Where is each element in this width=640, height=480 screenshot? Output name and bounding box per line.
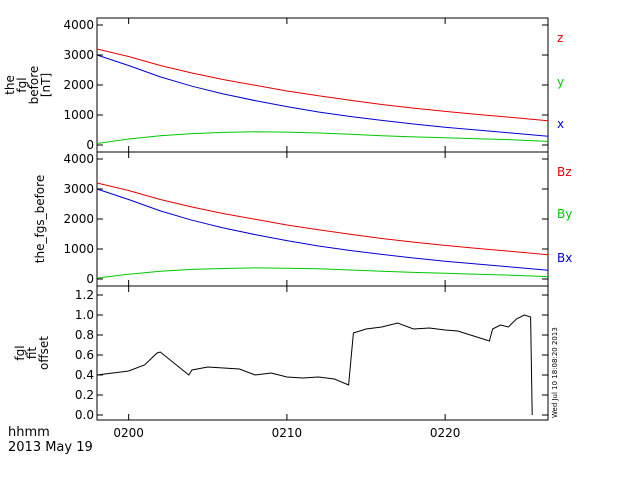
- y-tick-label: 0.8: [75, 328, 94, 342]
- y-tick-label: 3000: [63, 48, 94, 62]
- y-tick-label: 1000: [63, 108, 94, 122]
- panel-the-fgs-before: Bz By Bx 0 1000 2000 3000 4000 the_fgs_before: [33, 151, 572, 287]
- y-tick-label: 0.2: [75, 388, 94, 402]
- y-tick-label: 4000: [63, 18, 94, 32]
- y-axis-label-1: [nT]: [39, 73, 53, 97]
- series-line-2-by: [96, 267, 549, 279]
- legend-bx: Bx: [557, 251, 572, 265]
- y-tick-label: 2000: [63, 78, 94, 92]
- y-tick-label: 1.2: [75, 288, 94, 302]
- y-axis-label-3: fgl: [13, 345, 27, 360]
- panel-2-frame: [96, 151, 549, 287]
- y-tick-label: 1.0: [75, 308, 94, 322]
- y-tick-label: 2000: [63, 212, 94, 226]
- panel-3-frame: [96, 285, 549, 421]
- y-tick-label: 0: [86, 138, 94, 152]
- legend-bz: Bz: [557, 165, 572, 179]
- y-axis-label-3: fit: [25, 347, 39, 360]
- time-axis-label: hhmm: [8, 425, 50, 440]
- y-tick-label: 0.0: [75, 408, 94, 422]
- y-axis-label-1: before: [27, 66, 41, 105]
- legend-by: By: [557, 207, 572, 221]
- legend-x: x: [557, 117, 564, 131]
- y-tick-label: 4000: [63, 152, 94, 166]
- y-tick-label: 0: [86, 272, 94, 286]
- y-tick-label: 3000: [63, 182, 94, 196]
- x-tick-label: 0200: [113, 426, 144, 440]
- series-line-2-bz: [96, 182, 549, 256]
- x-tick-label: 0220: [430, 426, 461, 440]
- panel-fgl-fit-offset: 0.0 0.2 0.4 0.6 0.8 1.0 1.2 0200 0210 0220 fglfito…: [13, 285, 549, 440]
- y-axis-label-3: offset: [37, 336, 51, 370]
- panel-2-content: Bz By Bx 0 1000 2000 3000 4000 the_fgs_before: [33, 152, 572, 286]
- panel-3-content: 0.0 0.2 0.4 0.6 0.8 1.0 1.2 0200 0210 0220 fglfito…: [13, 286, 548, 440]
- date-label: 2013 May 19: [8, 440, 93, 455]
- series-line-2-bx: [96, 188, 549, 271]
- y-axis-label-2: the_fgs_before: [33, 175, 47, 263]
- series-line-1-z: [96, 48, 549, 122]
- y-axis-label-1: the: [3, 75, 17, 95]
- series-line-1-y: [96, 131, 549, 144]
- y-tick-label: 0.6: [75, 348, 94, 362]
- legend-y: y: [557, 75, 564, 89]
- series-line-1-x: [96, 54, 549, 137]
- x-tick-label: 0210: [272, 426, 303, 440]
- generation-timestamp: Wed Jul 10 18:08:20 2013: [551, 327, 559, 418]
- legend-z: z: [557, 31, 563, 45]
- y-axis-label-1: fgl: [15, 77, 29, 92]
- y-tick-label: 0.4: [75, 368, 94, 382]
- y-tick-label: 1000: [63, 242, 94, 256]
- panel-1-frame: [96, 17, 549, 153]
- series-line-3-offset: [96, 314, 533, 416]
